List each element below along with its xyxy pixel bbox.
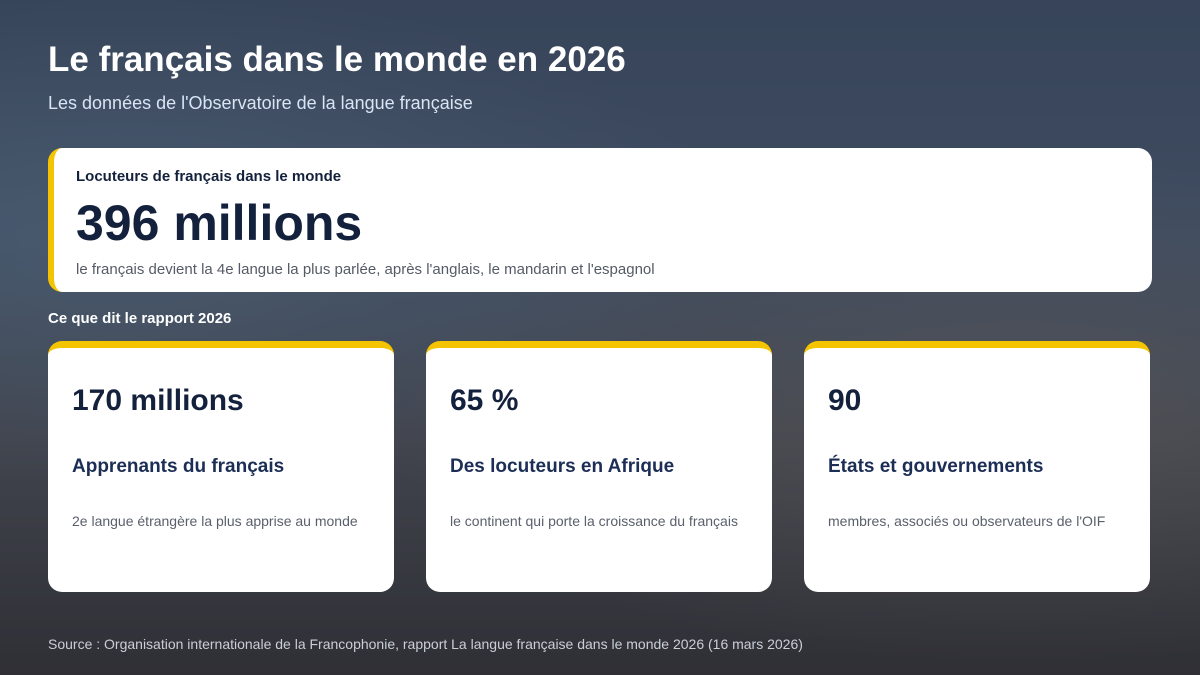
- card-title: Apprenants du français: [72, 456, 285, 477]
- source: Source : Organisation internationale de …: [48, 636, 803, 652]
- highlight-card: Locuteurs de français dans le monde 396 …: [48, 148, 1152, 292]
- card-value: 90: [828, 384, 862, 417]
- card-title: Des locuteurs en Afrique: [450, 456, 675, 477]
- card-note: le continent qui porte la croissance du …: [450, 513, 738, 529]
- title: Le français dans le monde en 2026: [48, 40, 626, 79]
- card-note: membres, associés ou observateurs de l'O…: [828, 513, 1106, 529]
- card-note: 2e langue étrangère la plus apprise au m…: [72, 513, 358, 529]
- card-title: États et gouvernements: [828, 456, 1044, 477]
- stat-card: 65 % Des locuteurs en Afrique le continent…: [426, 341, 772, 592]
- highlight-value: 396 millions: [76, 195, 363, 251]
- stat-card: 90 États et gouvernements membres, associé…: [804, 341, 1150, 592]
- highlight-label: Locuteurs de français dans le monde: [76, 168, 342, 185]
- card-value: 170 millions: [72, 384, 244, 417]
- section-title: Ce que dit le rapport 2026: [48, 310, 232, 327]
- stat-card: 170 millions Apprenants du français 2e lan…: [48, 341, 394, 592]
- highlight-note: le français devient la 4e langue la plus…: [76, 261, 655, 278]
- card-value: 65 %: [450, 384, 519, 417]
- subtitle: Les données de l'Observatoire de la lang…: [48, 93, 473, 113]
